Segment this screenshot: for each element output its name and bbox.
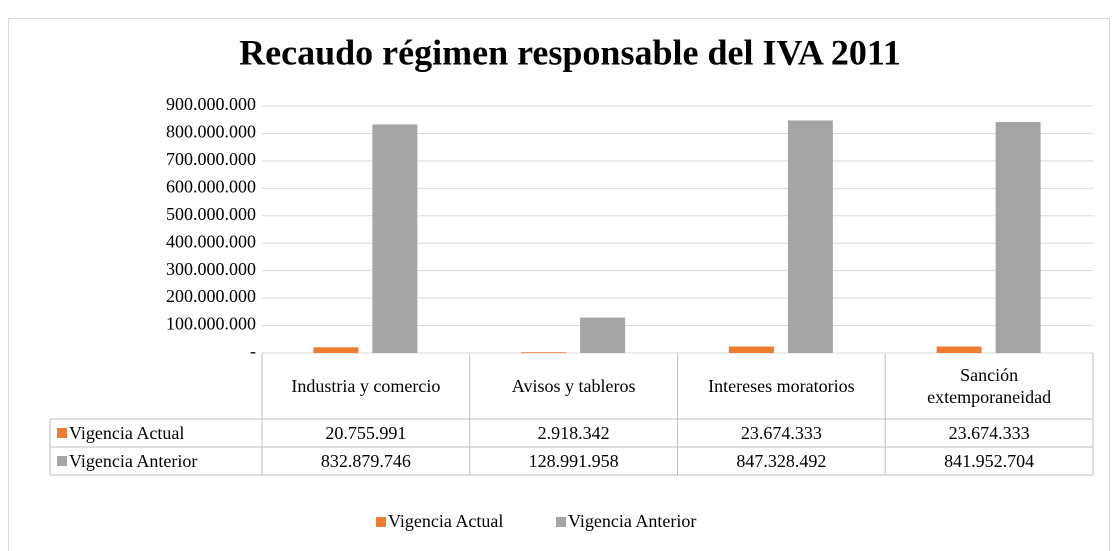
row-header: Vigencia Anterior bbox=[69, 447, 262, 475]
table-value-text: 128.991.958 bbox=[528, 451, 619, 471]
row-header-text: Vigencia Actual bbox=[69, 423, 185, 443]
y-tick-label: 200.000.000 bbox=[166, 286, 256, 306]
table-value: 23.674.333 bbox=[678, 419, 886, 447]
table-value: 841.952.704 bbox=[885, 447, 1093, 475]
legend-swatch bbox=[57, 456, 67, 466]
y-tick-label: - bbox=[250, 341, 256, 361]
legend-swatch bbox=[556, 517, 566, 527]
table-value: 832.879.746 bbox=[262, 447, 470, 475]
y-tick-label: 800.000.000 bbox=[166, 122, 256, 142]
table-value-text: 23.674.333 bbox=[740, 423, 822, 443]
category-label-text: Avisos y tableros bbox=[511, 376, 636, 396]
category-label-text: Industria y comercio bbox=[291, 376, 441, 396]
y-tick-label: 300.000.000 bbox=[166, 259, 256, 279]
row-header-text: Vigencia Anterior bbox=[69, 451, 198, 471]
y-tick-label: 900.000.000 bbox=[166, 94, 256, 114]
category-label: Industria y comercio bbox=[262, 353, 470, 419]
table-value: 23.674.333 bbox=[885, 419, 1093, 447]
table-value-text: 23.674.333 bbox=[948, 423, 1030, 443]
legend-label: Vigencia Actual bbox=[388, 511, 503, 531]
bar bbox=[728, 346, 774, 353]
category-label: Intereses moratorios bbox=[678, 353, 886, 419]
category-label-text: Intereses moratorios bbox=[708, 376, 855, 396]
bar bbox=[995, 121, 1041, 353]
legend-swatch bbox=[376, 517, 386, 527]
bar bbox=[787, 120, 833, 353]
table-value-text: 832.879.746 bbox=[320, 451, 411, 471]
table-value-text: 841.952.704 bbox=[944, 451, 1035, 471]
bar bbox=[580, 317, 626, 353]
table-value: 128.991.958 bbox=[470, 447, 678, 475]
table-value-text: 847.328.492 bbox=[736, 451, 827, 471]
legend-swatch bbox=[57, 428, 67, 438]
category-label: Sanción extemporaneidad bbox=[885, 353, 1093, 419]
legend-label: Vigencia Anterior bbox=[568, 511, 696, 531]
table-value-text: 20.755.991 bbox=[325, 423, 407, 443]
category-label: Avisos y tableros bbox=[470, 353, 678, 419]
bar bbox=[313, 347, 359, 353]
table-value: 847.328.492 bbox=[678, 447, 886, 475]
chart-title: Recaudo régimen responsable del IVA 2011 bbox=[239, 32, 901, 72]
bar bbox=[521, 352, 567, 353]
bar bbox=[372, 124, 418, 354]
category-label-text: Sanción extemporaneidad bbox=[927, 365, 1052, 407]
row-header: Vigencia Actual bbox=[69, 419, 262, 447]
table-value: 20.755.991 bbox=[262, 419, 470, 447]
table-value-text: 2.918.342 bbox=[537, 423, 610, 443]
y-tick-label: 500.000.000 bbox=[166, 204, 256, 224]
bar bbox=[936, 346, 982, 353]
y-tick-label: 600.000.000 bbox=[166, 176, 256, 196]
y-tick-label: 400.000.000 bbox=[166, 231, 256, 251]
chart-border bbox=[8, 18, 1110, 551]
y-tick-label: 100.000.000 bbox=[166, 314, 256, 334]
y-tick-label: 700.000.000 bbox=[166, 149, 256, 169]
table-value: 2.918.342 bbox=[470, 419, 678, 447]
